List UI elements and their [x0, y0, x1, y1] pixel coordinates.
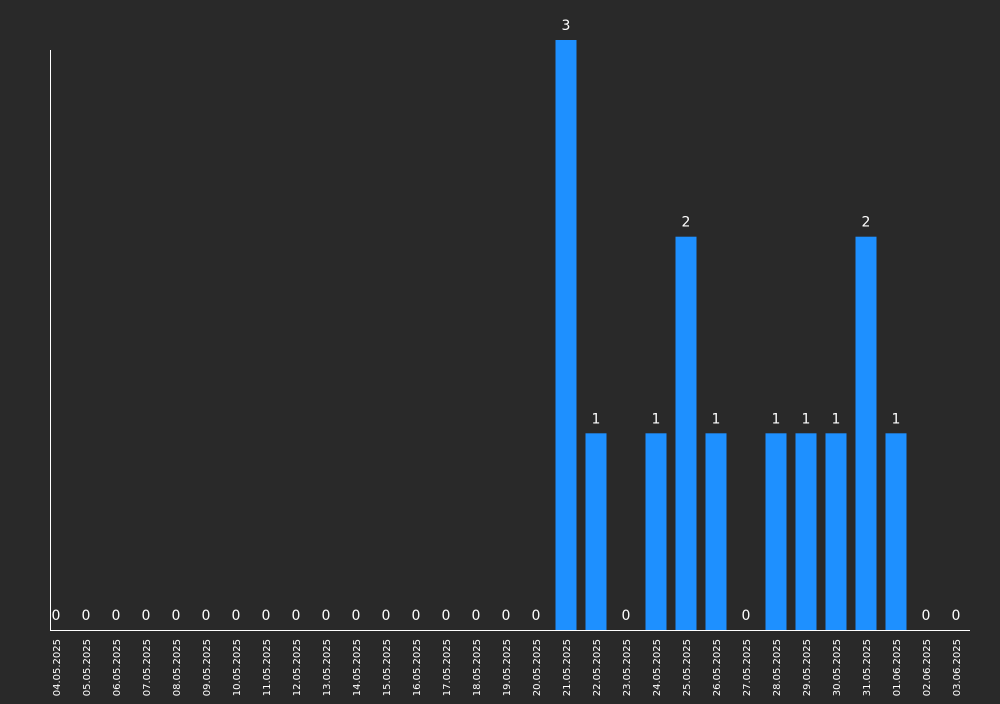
- bar-value-label: 0: [952, 608, 961, 624]
- x-tick-label: 26.05.2025: [712, 639, 723, 696]
- bar: [585, 433, 607, 630]
- bar-value-label: 0: [112, 608, 121, 624]
- bar-value-label: 1: [592, 411, 601, 427]
- bar: [705, 433, 727, 630]
- bar-value-label: 0: [922, 608, 931, 624]
- x-tick-label: 06.05.2025: [112, 639, 123, 696]
- bar-value-label: 0: [142, 608, 151, 624]
- x-tick-label: 22.05.2025: [592, 639, 603, 696]
- x-tick-labels-group: 04.05.2025 05.05.2025 06.05.2025 07.05.2025…: [52, 639, 963, 696]
- bar-value-label: 0: [172, 608, 181, 624]
- bar-value-label: 0: [472, 608, 481, 624]
- bar-value-label: 0: [202, 608, 211, 624]
- bar-value-label: 2: [682, 215, 691, 231]
- x-tick-label: 23.05.2025: [622, 639, 633, 696]
- x-tick-label: 18.05.2025: [472, 639, 483, 696]
- x-tick-label: 11.05.2025: [262, 639, 273, 696]
- x-tick-label: 28.05.2025: [772, 639, 783, 696]
- bar-value-label: 1: [712, 411, 721, 427]
- x-tick-label: 13.05.2025: [322, 639, 333, 696]
- bar-value-label: 0: [262, 608, 271, 624]
- x-tick-label: 12.05.2025: [292, 639, 303, 696]
- x-tick-label: 25.05.2025: [682, 639, 693, 696]
- x-tick-label: 29.05.2025: [802, 639, 813, 696]
- x-tick-label: 31.05.2025: [862, 639, 873, 696]
- bar-value-label: 0: [442, 608, 451, 624]
- bar-value-label: 0: [532, 608, 541, 624]
- bar: [825, 433, 847, 630]
- bar-value-label: 1: [892, 411, 901, 427]
- x-tick-label: 09.05.2025: [202, 639, 213, 696]
- bar-value-label: 1: [652, 411, 661, 427]
- x-tick-label: 15.05.2025: [382, 639, 393, 696]
- x-tick-label: 20.05.2025: [532, 639, 543, 696]
- bar-value-label: 0: [232, 608, 241, 624]
- x-tick-label: 21.05.2025: [562, 639, 573, 696]
- bar-value-label: 0: [382, 608, 391, 624]
- bar: [765, 433, 787, 630]
- x-tick-label: 10.05.2025: [232, 639, 243, 696]
- x-tick-label: 24.05.2025: [652, 639, 663, 696]
- x-tick-label: 19.05.2025: [502, 639, 513, 696]
- bar-value-label: 1: [832, 411, 841, 427]
- x-tick-label: 14.05.2025: [352, 639, 363, 696]
- bar: [645, 433, 667, 630]
- x-tick-label: 08.05.2025: [172, 639, 183, 696]
- x-tick-label: 03.06.2025: [952, 639, 963, 696]
- bar: [855, 236, 877, 630]
- bar-value-label: 0: [292, 608, 301, 624]
- bar-value-label: 0: [52, 608, 61, 624]
- x-tick-label: 05.05.2025: [82, 639, 93, 696]
- bar-value-label: 0: [352, 608, 361, 624]
- bar: [885, 433, 907, 630]
- bars-group: [555, 40, 907, 630]
- bar-value-label: 0: [742, 608, 751, 624]
- x-tick-label: 30.05.2025: [832, 639, 843, 696]
- bar: [555, 40, 577, 630]
- bar-value-label: 3: [562, 18, 571, 34]
- value-labels-group: 0 0 0 0 0 0 0 0 0 0 0 0 0 0 0 0 0 3 1 0 1 2 1 0 1 1 1 2 1 0 0: [52, 18, 961, 624]
- bar-value-label: 1: [772, 411, 781, 427]
- x-tick-label: 17.05.2025: [442, 639, 453, 696]
- x-tick-label: 02.06.2025: [922, 639, 933, 696]
- bar-value-label: 0: [412, 608, 421, 624]
- bar: [795, 433, 817, 630]
- x-tick-label: 27.05.2025: [742, 639, 753, 696]
- bar-value-label: 2: [862, 215, 871, 231]
- bar-value-label: 0: [82, 608, 91, 624]
- bar-value-label: 0: [502, 608, 511, 624]
- bar-value-label: 1: [802, 411, 811, 427]
- x-tick-label: 04.05.2025: [52, 639, 63, 696]
- bar-value-label: 0: [322, 608, 331, 624]
- bar-value-label: 0: [622, 608, 631, 624]
- x-tick-label: 01.06.2025: [892, 639, 903, 696]
- x-tick-label: 07.05.2025: [142, 639, 153, 696]
- x-tick-label: 16.05.2025: [412, 639, 423, 696]
- bar: [675, 236, 697, 630]
